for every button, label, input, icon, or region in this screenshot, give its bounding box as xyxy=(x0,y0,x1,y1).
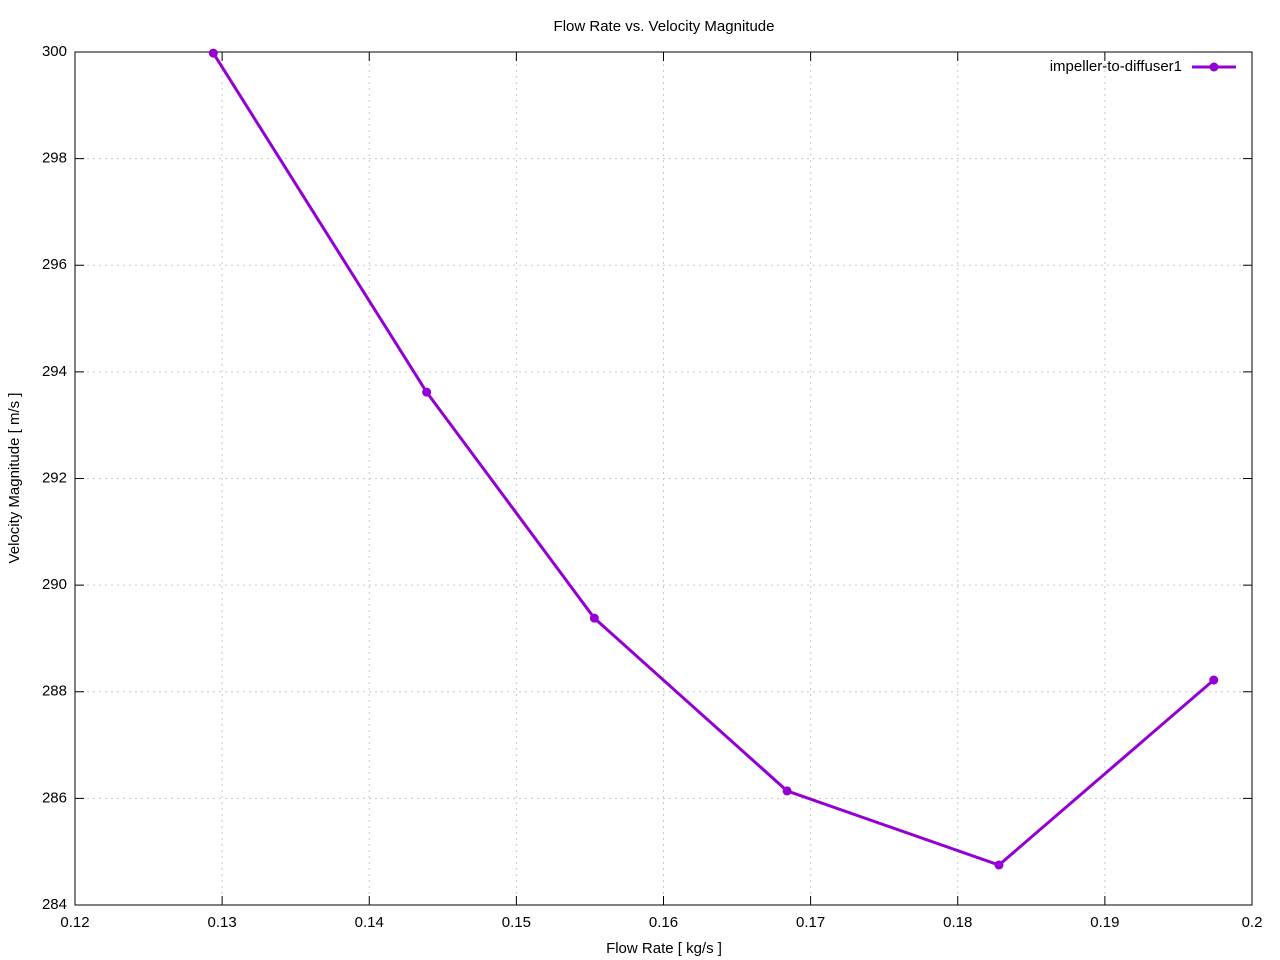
y-tick-label: 288 xyxy=(42,683,67,700)
y-tick-label: 296 xyxy=(42,256,67,273)
series-line xyxy=(212,52,1215,867)
legend-marker xyxy=(1209,62,1219,72)
y-tick-label: 290 xyxy=(42,576,67,593)
data-point xyxy=(208,48,218,58)
x-tick-label: 0.2 xyxy=(1242,914,1263,931)
x-tick-label: 0.19 xyxy=(1090,914,1119,931)
x-tick-label: 0.17 xyxy=(796,914,825,931)
x-axis-label: Flow Rate [ kg/s ] xyxy=(606,940,722,957)
y-tick-label: 292 xyxy=(42,469,67,486)
data-point xyxy=(782,786,792,796)
data-point xyxy=(589,613,599,623)
x-tick-label: 0.13 xyxy=(208,914,237,931)
y-tick-label: 298 xyxy=(42,150,67,167)
x-tick-label: 0.16 xyxy=(649,914,678,931)
data-point xyxy=(994,860,1004,870)
y-tick-label: 284 xyxy=(42,896,67,913)
y-axis-label: Velocity Magnitude [ m/s ] xyxy=(6,393,23,564)
x-tick-label: 0.15 xyxy=(502,914,531,931)
y-tick-label: 294 xyxy=(42,363,67,380)
x-tick-label: 0.14 xyxy=(355,914,384,931)
x-tick-label: 0.12 xyxy=(60,914,89,931)
y-tick-label: 300 xyxy=(42,43,67,60)
data-point xyxy=(1209,675,1219,685)
x-tick-label: 0.18 xyxy=(943,914,972,931)
data-point xyxy=(422,387,432,397)
y-tick-label: 286 xyxy=(42,789,67,806)
legend-label: impeller-to-diffuser1 xyxy=(1050,58,1182,75)
chart-title: Flow Rate vs. Velocity Magnitude xyxy=(554,18,775,35)
